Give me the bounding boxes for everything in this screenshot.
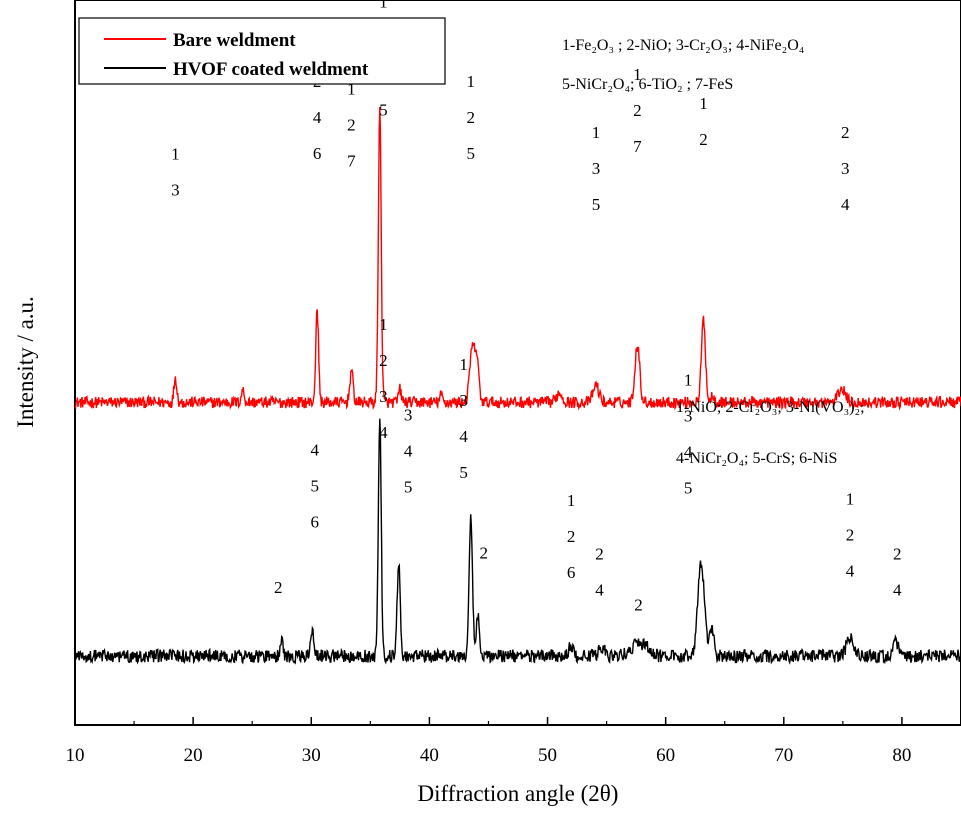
bare-peak-label: 3 [841,159,850,178]
bare-peak-label: 5 [592,195,601,214]
coated-peak-label: 5 [404,478,413,497]
x-tick-label: 50 [538,745,557,766]
bare-peak-label: 3 [171,181,180,200]
coated-peak-label: 4 [379,423,388,442]
bare-peak-label: 6 [313,144,322,163]
bare-peak-label: 7 [347,151,356,170]
bare-peak-label: 1 [466,72,475,91]
coated-peak-label: 2 [479,543,488,562]
legend: Bare weldment HVOF coated weldment [78,17,446,85]
phase-key-coated-line1: 1-NiO; 2-Cr₂O₃; 3-Ni(VO₃)₂; [676,399,865,416]
bare-peak-label: 1 [171,145,180,164]
bare-peak-label: 1 [379,0,388,11]
x-tick-label: 40 [420,745,439,766]
coated-peak-label: 3 [459,391,468,410]
coated-peak-label: 2 [846,526,855,545]
bare-peak-label: 2 [633,101,642,120]
coated-peak-label: 5 [311,476,320,495]
coated-peak-label: 4 [595,581,604,600]
bare-peak-label: 2 [699,130,708,149]
coated-peak-label: 2 [893,545,902,564]
coated-peak-label: 4 [404,442,413,461]
series-line-hvof-coated-weldment [74,418,961,665]
legend-label-hvof-coated-weldment: HVOF coated weldment [173,59,369,80]
coated-peak-label: 3 [684,407,693,426]
coated-peak-label: 6 [311,512,320,531]
x-tick-label: 30 [302,745,321,766]
coated-peak-label: 2 [634,595,643,614]
bare-peak-label: 4 [313,108,322,127]
coated-peak-label: 3 [379,387,388,406]
coated-peak-label: 4 [893,581,902,600]
bare-peak-label: 2 [347,115,356,134]
phase-key-bare-line1: 1-Fe₂O₃ ; 2-NiO; 3-Cr₂O₃; 4-NiFe₂O₄ [562,37,805,54]
coated-peak-label: 4 [311,440,320,459]
coated-peak-label: 3 [404,406,413,425]
x-tick-label: 20 [184,745,203,766]
coated-peak-label: 5 [459,463,468,482]
coated-peak-label: 1 [379,315,388,334]
bare-peak-label: 1 [592,123,601,142]
x-tick-label: 60 [656,745,675,766]
bare-peak-label: 7 [633,137,642,156]
coated-peak-label: 1 [567,491,576,510]
coated-peak-label: 2 [567,527,576,546]
legend-label-bare-weldment: Bare weldment [173,30,296,51]
plot-frame [74,0,961,726]
legend-box [78,17,446,85]
coated-peak-label: 5 [684,479,693,498]
bare-peak-label: 1 [347,79,356,98]
peak-labels: 1312461271245125135127122342456123434513… [171,0,902,614]
coated-peak-label: 1 [459,355,468,374]
coated-peak-label: 2 [274,578,283,597]
bare-peak-label: 5 [379,100,388,119]
x-tick-label: 70 [774,745,793,766]
coated-peak-label: 6 [567,563,576,582]
bare-peak-label: 2 [466,108,475,127]
series-line-bare-weldment [74,106,961,411]
coated-peak-label: 4 [684,443,693,462]
y-axis-title: Intensity / a.u. [13,296,38,428]
coated-peak-label: 1 [846,490,855,509]
bare-peak-label: 2 [841,123,850,142]
coated-peak-label: 2 [595,545,604,564]
x-tick-label: 80 [892,745,911,766]
bare-peak-label: 4 [841,195,850,214]
x-axis-title: Diffraction angle (2θ) [418,781,619,806]
coated-peak-label: 4 [459,427,468,446]
coated-peak-label: 1 [684,371,693,390]
bare-peak-label: 1 [699,94,708,113]
bare-peak-label: 5 [466,144,475,163]
bare-peak-label: 3 [592,159,601,178]
phase-key-bare-line2: 5-NiCr₂O₄; 6-TiO₂ ; 7-FeS [562,76,733,93]
bare-peak-label: 1 [633,65,642,84]
x-tick-label: 10 [66,745,85,766]
coated-peak-label: 4 [846,562,855,581]
x-axis: 10 20 30 40 50 60 70 80 [66,717,911,766]
coated-peak-label: 2 [379,351,388,370]
phase-key-coated-line2: 4-NiCr₂O₄; 5-CrS; 6-NiS [676,450,837,467]
